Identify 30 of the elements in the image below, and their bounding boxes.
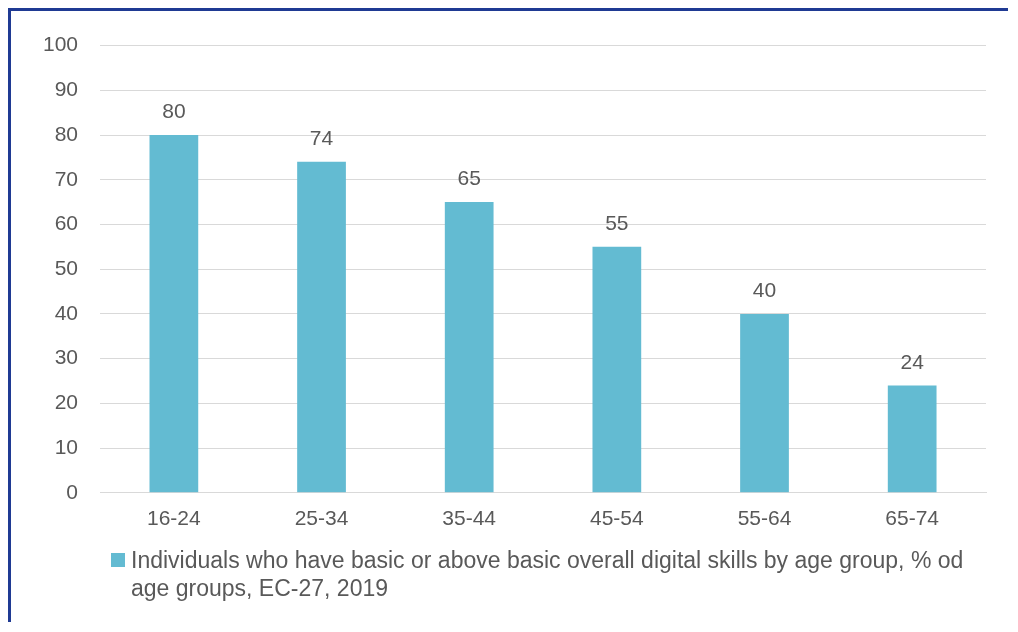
y-tick-label: 100 bbox=[42, 32, 79, 56]
x-tick-label: 16-24 bbox=[147, 506, 202, 530]
bar bbox=[444, 202, 494, 493]
y-tick-label: 20 bbox=[54, 390, 79, 414]
y-tick-label: 50 bbox=[54, 256, 79, 279]
data-label: 80 bbox=[162, 99, 186, 123]
x-tick-label: 25-34 bbox=[294, 506, 349, 530]
y-tick-label: 30 bbox=[54, 345, 79, 369]
data-label: 24 bbox=[900, 349, 925, 373]
data-label: 65 bbox=[457, 166, 481, 190]
bar bbox=[887, 385, 937, 493]
bar bbox=[149, 135, 199, 493]
data-label: 40 bbox=[752, 278, 777, 302]
y-tick-label: 0 bbox=[66, 479, 79, 503]
bar bbox=[740, 313, 789, 493]
y-tick-label: 80 bbox=[54, 121, 79, 145]
bar bbox=[297, 161, 346, 493]
y-tick-label: 40 bbox=[54, 300, 79, 324]
bar bbox=[592, 246, 642, 493]
x-tick-label: 65-74 bbox=[885, 506, 940, 530]
legend-label: Individuals who have basic or above basic overall digital skills by age group, % od age groups, EC-27, 2019 bbox=[131, 546, 965, 602]
data-label: 74 bbox=[309, 126, 334, 150]
y-tick-label: 60 bbox=[54, 211, 79, 235]
y-tick-label: 90 bbox=[54, 77, 79, 101]
x-tick-label: 35-44 bbox=[442, 506, 497, 530]
y-tick-label: 10 bbox=[54, 434, 79, 458]
x-tick-label: 55-64 bbox=[737, 506, 792, 530]
y-tick-label: 70 bbox=[54, 166, 79, 190]
data-label: 55 bbox=[605, 211, 629, 235]
x-tick-label: 45-54 bbox=[589, 506, 645, 530]
